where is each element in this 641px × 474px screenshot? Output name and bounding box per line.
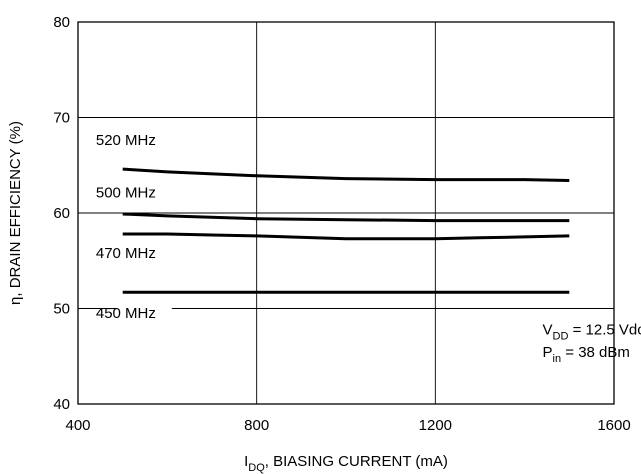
- y-tick-50: 50: [53, 301, 70, 318]
- y-axis-title: η, DRAIN EFFICIENCY (%): [7, 121, 24, 305]
- x-tick-400: 400: [65, 417, 90, 434]
- x-tick-1200: 1200: [419, 417, 452, 434]
- series-line-500-mhz: [122, 212, 570, 223]
- series-labels: 520 MHz 500 MHz 470 MHz 450 MHz: [96, 132, 156, 322]
- series-line-520-mhz: [122, 167, 570, 182]
- series-line-470-mhz: [122, 232, 570, 241]
- y-tick-80: 80: [53, 14, 70, 31]
- x-tick-800: 800: [244, 417, 269, 434]
- y-tick-60: 60: [53, 205, 70, 222]
- x-axis-title: IDQ, BIASING CURRENT (mA): [244, 453, 448, 474]
- series-lines: [122, 167, 570, 294]
- series-label-450-mhz: 450 MHz: [96, 305, 156, 322]
- series-label-500-mhz: 500 MHz: [96, 185, 156, 202]
- annotation-pin: Pin = 38 dBm: [543, 344, 630, 365]
- series-label-470-mhz: 470 MHz: [96, 245, 156, 262]
- x-tick-1600: 1600: [597, 417, 630, 434]
- y-tick-labels: 40 50 60 70 80: [53, 14, 70, 413]
- y-tick-70: 70: [53, 110, 70, 127]
- x-tick-labels: 400 800 1200 1600: [65, 417, 630, 434]
- series-label-520-mhz: 520 MHz: [96, 132, 156, 149]
- y-tick-40: 40: [53, 396, 70, 413]
- plot-frame: [77, 21, 615, 405]
- annotation-vdd: VDD = 12.5 Vdc: [543, 321, 641, 342]
- grid-lines: [78, 22, 614, 404]
